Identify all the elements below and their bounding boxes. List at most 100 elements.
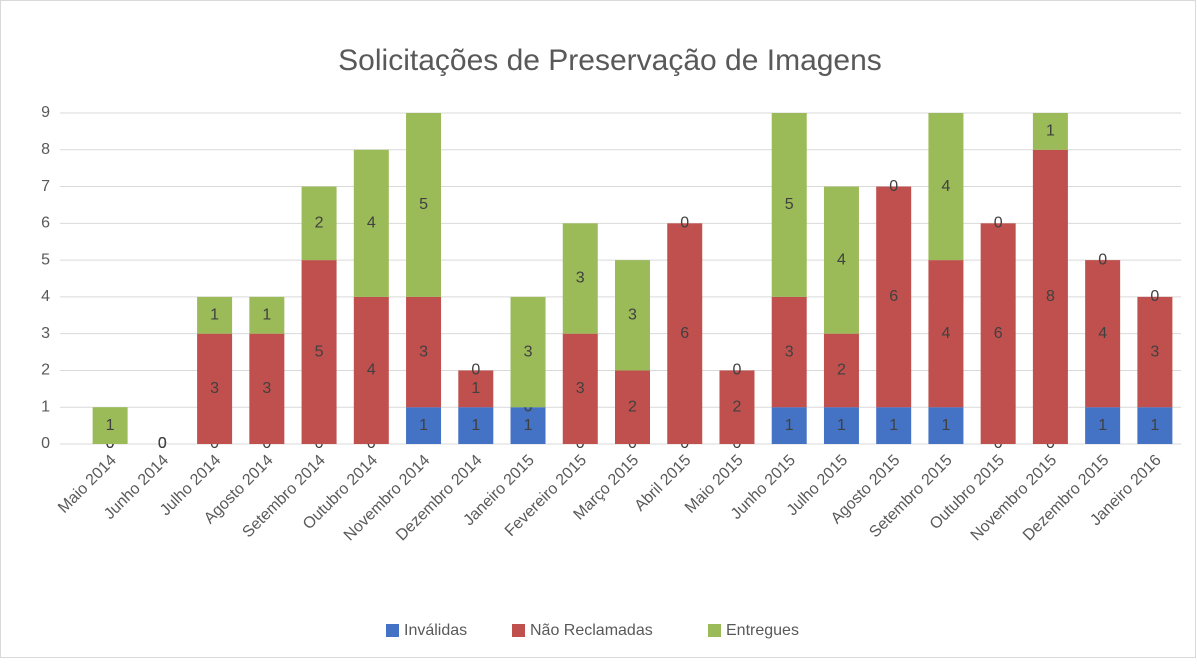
data-label: 1 [785,417,794,434]
bar-segment [1032,149,1068,444]
data-label: 0 [680,215,689,232]
data-label: 1 [419,417,428,434]
data-label: 1 [262,306,271,323]
bar-segment [1085,407,1121,444]
bar-segment [771,296,807,408]
bar-segment [1085,260,1121,408]
y-tick-label: 0 [41,435,50,452]
data-label: 3 [210,380,219,397]
bar-segment [301,186,337,261]
bar-segment [771,407,807,444]
data-label: 0 [733,362,742,379]
bar-segment [510,296,546,408]
bar-segment [249,296,285,334]
data-label: 1 [1150,417,1159,434]
data-label: 1 [471,380,480,397]
data-label: 3 [524,343,533,360]
legend-swatch [708,624,721,637]
bar-segment [562,333,598,444]
data-label: 8 [1046,288,1055,305]
data-label: 0 [1150,288,1159,305]
data-label: 3 [628,306,637,323]
data-label: 1 [106,417,115,434]
data-label: 2 [733,398,742,415]
bar-segment [928,260,964,408]
y-tick-label: 1 [41,398,50,415]
y-tick-label: 6 [41,215,50,232]
chart-title: Solicitações de Preservação de Imagens [338,44,882,77]
data-label: 3 [576,380,585,397]
bar-segment [615,370,650,444]
bar-segment [928,407,964,444]
legend-swatch [512,624,525,637]
bar-segment [823,333,859,408]
bar-segment [562,223,598,334]
data-label: 1 [524,417,533,434]
data-label: 4 [941,178,950,195]
y-tick-label: 5 [41,251,50,268]
data-label: 0 [994,215,1003,232]
bar-segment [92,407,128,444]
bar-segment [458,370,494,408]
data-label: 1 [837,417,846,434]
data-label: 4 [367,215,376,232]
bar-segment [928,113,964,261]
legend-label: Não Reclamadas [530,622,653,639]
y-tick-label: 7 [41,178,50,195]
data-label: 0 [158,435,167,452]
data-label: 1 [1098,417,1107,434]
legend-label: Entregues [726,622,799,639]
bar-segment [771,113,807,297]
bar-segment [197,296,233,334]
data-label: 0 [158,435,167,452]
bar-segment [301,260,337,444]
data-label: 1 [941,417,950,434]
data-label: 4 [1098,325,1107,342]
data-label: 1 [210,306,219,323]
bar-segment [458,407,494,444]
data-label: 2 [837,362,846,379]
bar-segment [406,113,442,297]
bar-segment [823,407,859,444]
y-tick-label: 4 [41,288,50,305]
bar-segment [353,149,389,297]
data-label: 3 [262,380,271,397]
bar-segment [876,407,912,444]
data-label: 6 [994,325,1003,342]
data-label: 2 [315,215,324,232]
bar-segment [615,260,650,371]
bar-segment [1032,113,1068,150]
bar-segment [1137,407,1173,444]
y-tick-label: 2 [41,362,50,379]
data-label: 0 [471,362,480,379]
data-label: 3 [419,343,428,360]
bar-segment [719,370,755,444]
bar-segment [876,186,912,408]
data-label: 4 [941,325,950,342]
bar-segment [823,186,859,334]
y-tick-label: 9 [41,104,50,121]
bar-segment [406,407,442,444]
bar-segment [249,333,285,444]
y-tick-label: 3 [41,325,50,342]
data-label: 1 [471,417,480,434]
data-label: 4 [367,362,376,379]
bar-segment [510,407,546,444]
data-label: 2 [628,398,637,415]
data-label: 5 [785,196,794,213]
legend-swatch [386,624,399,637]
bar-segment [406,296,442,408]
data-label: 6 [680,325,689,342]
legend-label: Inválidas [404,622,467,639]
data-label: 5 [315,343,324,360]
data-label: 6 [889,288,898,305]
data-label: 3 [785,343,794,360]
data-label: 1 [1046,123,1055,140]
data-label: 1 [889,417,898,434]
y-tick-label: 8 [41,141,50,158]
data-label: 3 [576,270,585,287]
bar-segment [197,333,233,444]
data-label: 0 [158,435,167,452]
